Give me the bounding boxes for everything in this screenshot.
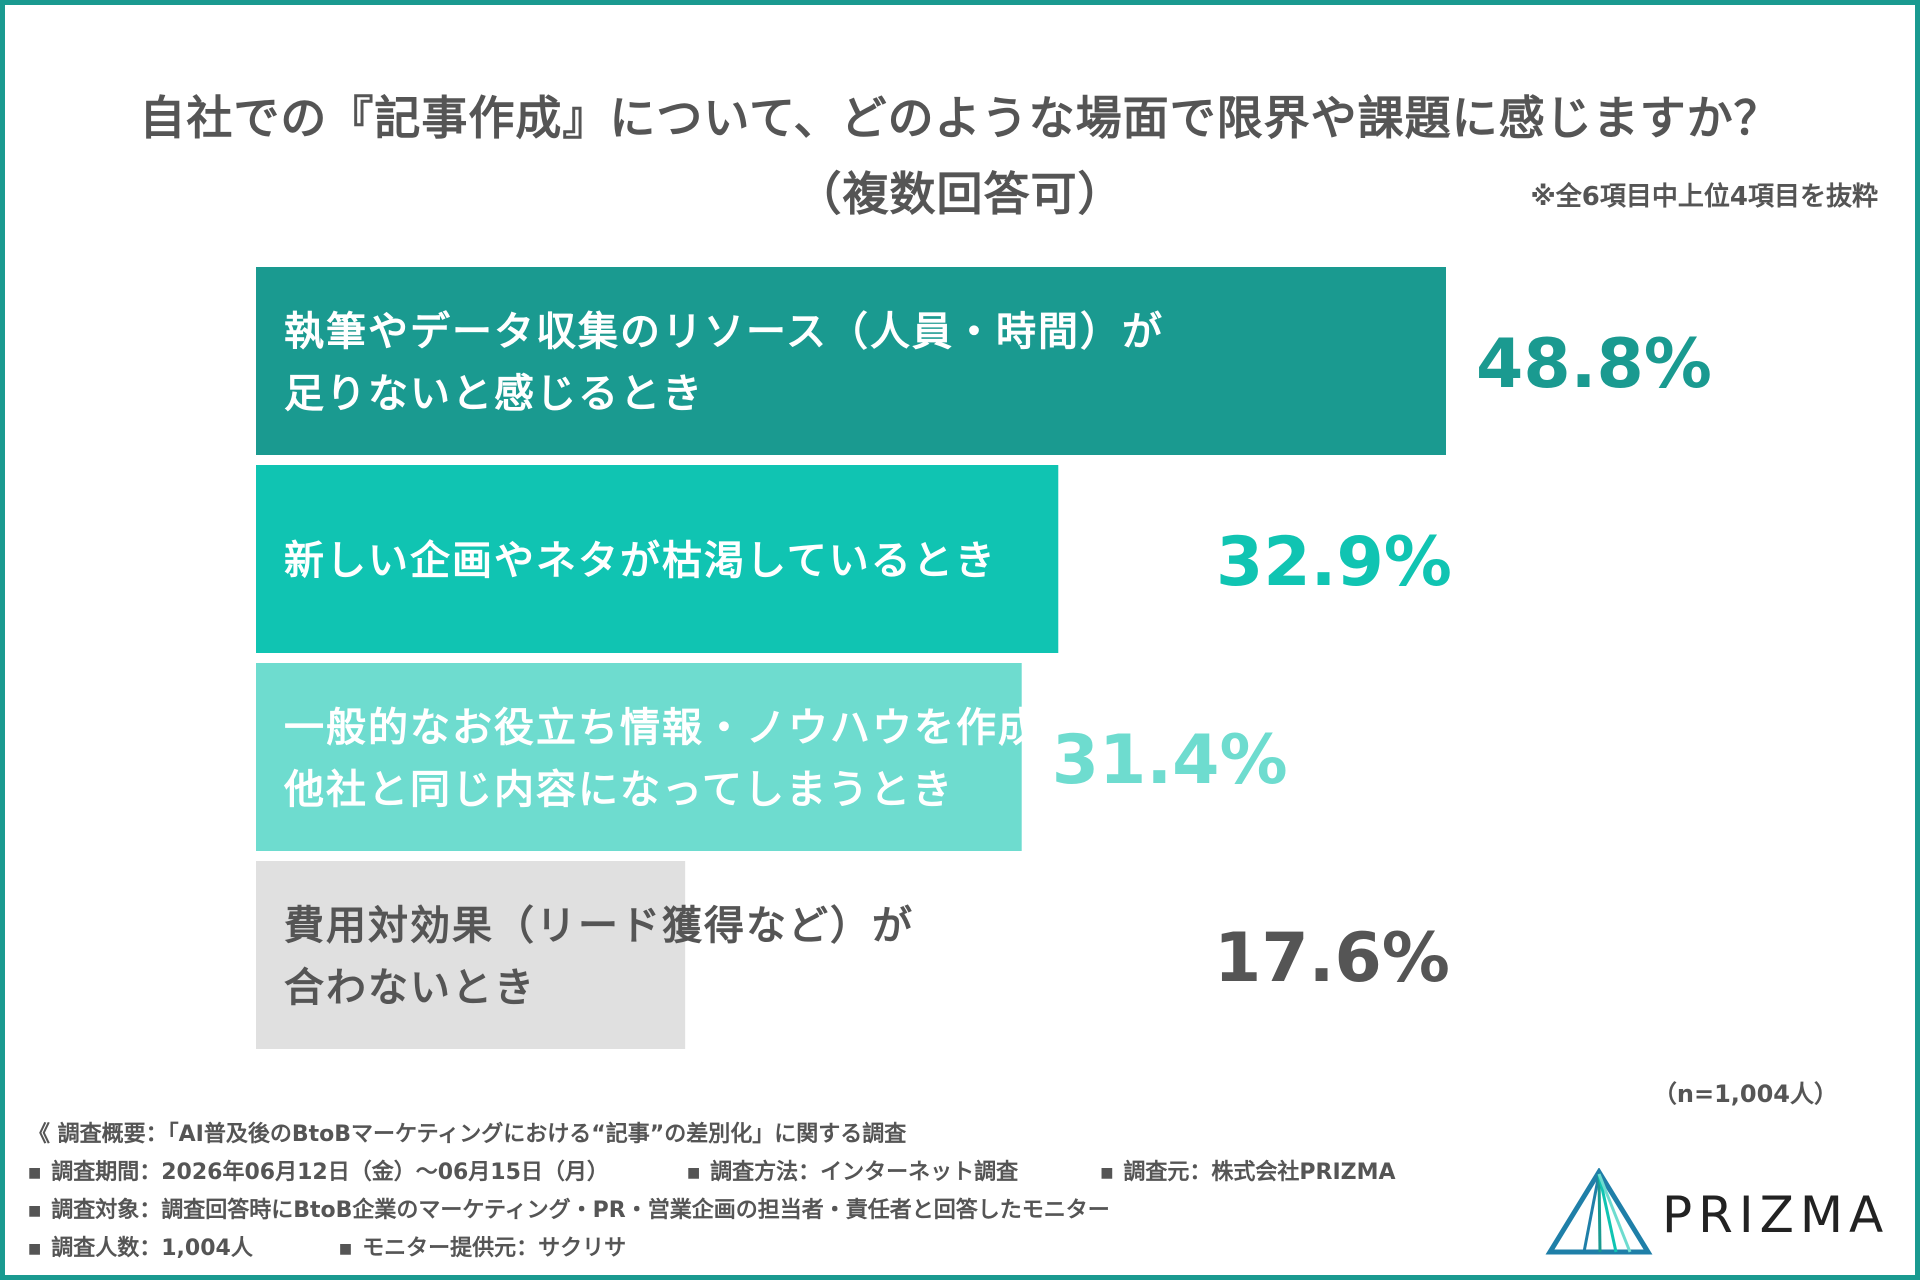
value-label-3: 31.4% xyxy=(1052,721,1288,800)
survey-count: 調査人数：1,004人 xyxy=(51,1236,253,1261)
logo-text: PRIZMA xyxy=(1662,1186,1890,1244)
survey-source: 調査元：株式会社PRIZMA xyxy=(1123,1160,1396,1185)
bullet-icon: ■ xyxy=(28,1203,42,1219)
bullet-icon: ■ xyxy=(686,1165,701,1181)
category-label-1-line1: 執筆やデータ収集のリソース（人員・時間）が xyxy=(284,309,1164,355)
survey-period: 調査期間：2026年06月12日（金）〜06月15日（月） xyxy=(51,1160,609,1185)
chart-title-line2: （複数回答可） xyxy=(795,167,1125,221)
chart-title: 自社での『記事作成』について、どのような場面で限界や課題に感じますか？ （複数回… xyxy=(0,80,1920,232)
bullet-icon: ■ xyxy=(28,1241,42,1257)
value-label-1: 48.8% xyxy=(1476,325,1712,404)
survey-overview-line: 《 調査概要：「AI普及後のBtoBマーケティングにおける“記事”の差別化」に関… xyxy=(28,1116,1396,1154)
excerpt-note: ※全6項目中上位4項目を抜粋 xyxy=(1530,182,1878,212)
bar-3 xyxy=(256,663,1022,851)
survey-method: 調査方法：インターネット調査 xyxy=(710,1160,1019,1185)
bullet-icon: ■ xyxy=(28,1165,42,1181)
category-label-1-line2: 足りないと感じるとき xyxy=(284,371,704,417)
chart-title-line1: 自社での『記事作成』について、どのような場面で限界や課題に感じますか？ xyxy=(139,91,1781,145)
sample-size-label: （n=1,004人） xyxy=(1652,1080,1838,1108)
survey-line-2: ■ 調査期間：2026年06月12日（金）〜06月15日（月） ■ 調査方法：イ… xyxy=(28,1154,1396,1192)
value-label-4: 17.6% xyxy=(1214,919,1450,998)
value-label-2: 32.9% xyxy=(1216,523,1452,602)
prizma-logo: PRIZMA xyxy=(1544,1167,1904,1258)
category-label-4-line2: 合わないとき xyxy=(284,965,536,1011)
bullet-icon: ■ xyxy=(1100,1165,1114,1181)
survey-line-4: ■ 調査人数：1,004人 ■ モニター提供元：サクリサ xyxy=(28,1230,1396,1268)
survey-provider: モニター提供元：サクリサ xyxy=(362,1236,627,1261)
survey-overview: 《 調査概要：「AI普及後のBtoBマーケティングにおける“記事”の差別化」に関… xyxy=(28,1122,907,1147)
bar-1 xyxy=(256,267,1446,455)
category-label-2-line1: 新しい企画やネタが枯渇しているとき xyxy=(284,538,997,584)
prism-triangle-icon xyxy=(1545,1167,1653,1255)
survey-line-3: ■ 調査対象：調査回答時にBtoB企業のマーケティング・PR・営業企画の担当者・… xyxy=(28,1192,1396,1230)
bullet-icon: ■ xyxy=(338,1241,353,1257)
category-label-3-line1: 一般的なお役立ち情報・ノウハウを作成し、 xyxy=(284,705,1124,751)
bar-4 xyxy=(256,861,686,1049)
survey-info: 《 調査概要：「AI普及後のBtoBマーケティングにおける“記事”の差別化」に関… xyxy=(28,1116,1396,1268)
category-label-3-line2: 他社と同じ内容になってしまうとき xyxy=(283,767,954,813)
bar-2 xyxy=(256,465,1059,653)
category-label-4-line1: 費用対効果（リード獲得など）が xyxy=(284,903,914,949)
survey-target: 調査対象：調査回答時にBtoB企業のマーケティング・PR・営業企画の担当者・責任… xyxy=(51,1198,1110,1223)
